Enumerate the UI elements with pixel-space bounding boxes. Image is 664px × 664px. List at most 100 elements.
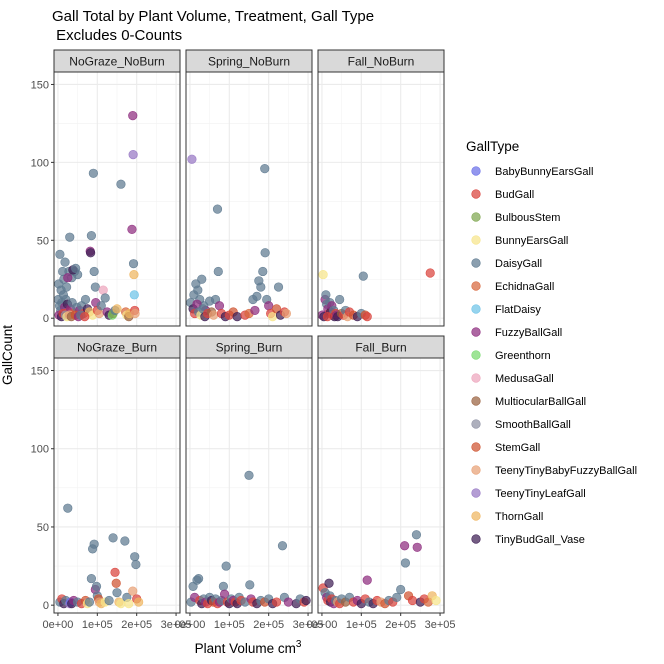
- data-point: DaisyGall: [411, 530, 422, 540]
- data-point: DaisyGall: [86, 573, 97, 584]
- facet-panel: Spring_NoBurnTeenyTinyLeafGallDaisyGallD…: [185, 49, 313, 327]
- data-point: DaisyGall: [80, 294, 91, 305]
- legend-item: SmoothBallGall: [471, 419, 571, 431]
- legend-item: BulbousStem: [471, 212, 560, 224]
- data-point: ThornGall: [129, 269, 139, 280]
- legend-item: MultiocularBallGall: [471, 396, 586, 408]
- facet-label: NoGraze_Burn: [77, 341, 157, 355]
- chart-subtitle: Excludes 0-Counts: [52, 27, 182, 44]
- legend-swatch: [471, 258, 481, 268]
- facet-panel: NoGraze_BurnDaisyGallBudGallTinyBudGall_…: [31, 335, 192, 631]
- data-point: BudGall: [362, 312, 372, 322]
- data-point: FuzzyBallGall: [63, 273, 73, 283]
- data-point: FuzzyBallGall: [283, 597, 293, 607]
- data-point: TeenyTinyBabyFuzzyBallGall: [130, 308, 140, 319]
- data-point: DaisyGall: [245, 580, 255, 590]
- data-point: TeenyTinyLeafGall: [128, 149, 138, 160]
- data-point: DaisyGall: [260, 164, 270, 174]
- data-point: FuzzyBallGall: [127, 224, 137, 234]
- data-point: TeenyTinyBabyFuzzyBallGall: [128, 586, 138, 596]
- y-tick-label: 100: [31, 444, 49, 456]
- legend-swatch: [471, 488, 481, 498]
- facet-panels: NoGraze_NoBurnDaisyGallDaisyGallDaisyGal…: [31, 49, 456, 631]
- y-axis-title: GallCount: [0, 325, 15, 385]
- data-point: TinyBudGall_Vase: [86, 248, 96, 258]
- x-tick-label: 3e+05: [161, 619, 192, 631]
- legend-item: TeenyTinyLeafGall: [471, 488, 586, 500]
- x-tick-label: 2e+05: [121, 619, 152, 631]
- data-point: TeenyTinyBabyFuzzyBallGall: [94, 308, 104, 319]
- legend-swatch: [471, 465, 481, 475]
- legend-label: FuzzyBallGall: [495, 327, 562, 339]
- data-point: TeenyTinyBabyFuzzyBallGall: [281, 308, 292, 319]
- data-point: DaisyGall: [197, 274, 207, 284]
- x-tick-label: 0e+00: [174, 619, 205, 631]
- data-point: DaisyGall: [90, 282, 100, 292]
- data-point: ThornGall: [112, 304, 122, 314]
- legend-item: DaisyGall: [471, 258, 542, 270]
- legend-swatch: [471, 327, 481, 337]
- data-point: TinyBudGall_Vase: [324, 578, 334, 588]
- legend-item: EchidnaGall: [471, 281, 554, 293]
- legend-label: BabyBunnyEarsGall: [495, 166, 593, 178]
- legend-item: ThornGall: [471, 511, 543, 523]
- legend-swatch: [471, 304, 481, 314]
- data-point: DaisyGall: [400, 558, 411, 568]
- data-point: DaisyGall: [104, 595, 114, 606]
- data-point: DaisyGall: [60, 257, 70, 267]
- panel-border: [317, 357, 445, 614]
- data-point: DaisyGall: [89, 539, 99, 549]
- data-point: FuzzyBallGall: [412, 542, 422, 552]
- x-tick-label: 2e+05: [253, 619, 284, 631]
- data-point: DaisyGall: [112, 588, 122, 598]
- data-point: TeenyTinyBabyFuzzyBallGall: [208, 310, 219, 320]
- data-point: BunnyEarsGall: [124, 599, 134, 609]
- legend-label: BudGall: [495, 189, 534, 201]
- legend-item: BabyBunnyEarsGall: [471, 166, 593, 178]
- legend-item: BunnyEarsGall: [471, 235, 568, 247]
- x-tick-label: 1e+05: [82, 619, 113, 631]
- data-point: DaisyGall: [273, 282, 284, 292]
- legend-label: FlatDaisy: [495, 304, 541, 316]
- legend-label: DaisyGall: [495, 258, 542, 270]
- legend-item: StemGall: [471, 442, 540, 454]
- y-tick-label: 150: [31, 366, 49, 378]
- data-point: DaisyGall: [91, 581, 102, 592]
- data-point: DaisyGall: [65, 232, 75, 242]
- legend-swatch: [471, 166, 481, 176]
- panel-border: [185, 71, 313, 327]
- data-point: DaisyGall: [194, 573, 204, 584]
- y-tick-label: 50: [37, 235, 49, 247]
- data-point: DaisyGall: [86, 231, 97, 241]
- data-point: ThornGall: [134, 597, 144, 607]
- legend-item: FlatDaisy: [471, 304, 541, 316]
- legend-item: MedusaGall: [471, 373, 554, 385]
- panel-border: [317, 71, 445, 327]
- legend-label: MultiocularBallGall: [495, 396, 586, 408]
- legend-label: SmoothBallGall: [495, 419, 571, 431]
- data-point: DaisyGall: [244, 470, 254, 480]
- legend-label: BulbousStem: [495, 212, 560, 224]
- x-tick-label: 3e+05: [425, 619, 456, 631]
- data-point: DaisyGall: [96, 301, 106, 311]
- legend-label: StemGall: [495, 442, 540, 454]
- data-point: FuzzyBallGall: [214, 301, 225, 311]
- facet-panel: NoGraze_NoBurnDaisyGallDaisyGallDaisyGal…: [31, 49, 181, 327]
- x-axis-title-superscript: 3: [296, 639, 302, 650]
- data-point: DaisyGall: [321, 290, 331, 300]
- data-point: TeenyTinyLeafGall: [187, 154, 197, 164]
- x-tick-label: 3e+05: [293, 619, 324, 631]
- legend-swatch: [471, 442, 481, 452]
- data-point: DaisyGall: [100, 293, 110, 303]
- data-point: DaisyGall: [131, 559, 141, 570]
- data-point: DaisyGall: [130, 552, 140, 562]
- legend-title: GallType: [466, 139, 519, 154]
- data-point: FuzzyBallGall: [128, 111, 138, 121]
- data-point: DaisyGall: [392, 592, 402, 602]
- data-point: DaisyGall: [120, 536, 130, 546]
- legend-label: TeenyTinyBabyFuzzyBallGall: [495, 465, 637, 477]
- data-point: DaisyGall: [260, 248, 270, 258]
- legend-item: Greenthorn: [471, 350, 551, 362]
- legend-label: ThornGall: [495, 511, 543, 523]
- legend-swatch: [471, 350, 481, 360]
